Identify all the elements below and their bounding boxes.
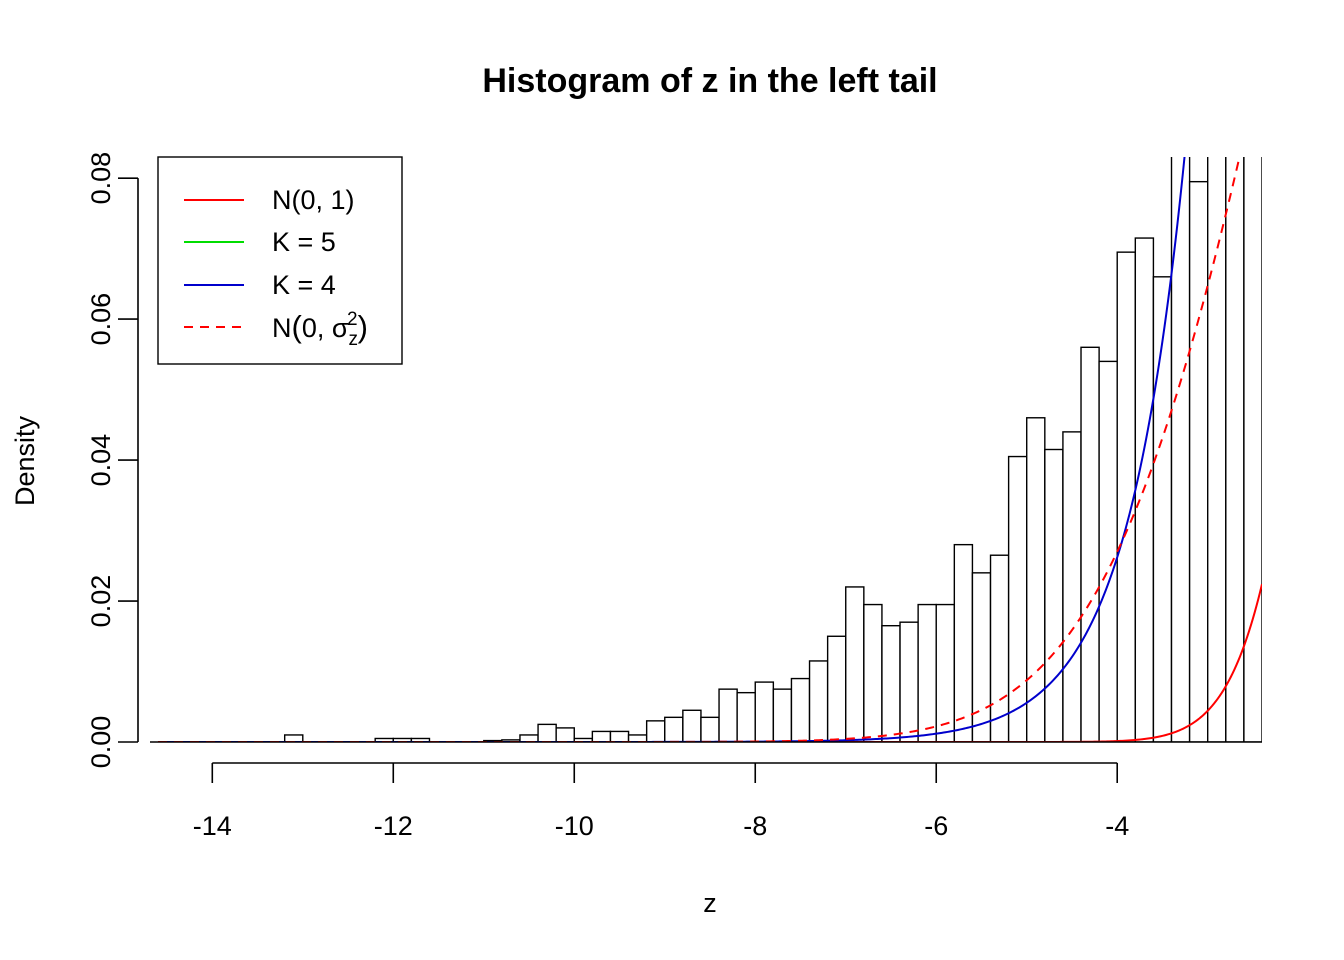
histogram-bar bbox=[917, 603, 937, 742]
x-axis-label: z bbox=[703, 888, 717, 918]
histogram-bar bbox=[845, 586, 865, 742]
histogram-bar bbox=[808, 660, 829, 742]
histogram-bar bbox=[736, 691, 756, 742]
y-tick-label: 0.08 bbox=[86, 152, 116, 205]
chart-title: Histogram of z in the left tail bbox=[482, 62, 937, 100]
x-tick-label: -12 bbox=[374, 811, 413, 841]
x-tick-label: -10 bbox=[555, 811, 594, 841]
histogram-bar bbox=[1170, 157, 1191, 742]
histogram-bar bbox=[971, 572, 992, 742]
y-tick-label: 0.02 bbox=[86, 575, 116, 628]
legend-label-k5: K = 5 bbox=[272, 227, 336, 257]
histogram-bar bbox=[899, 621, 919, 742]
histogram-bar bbox=[519, 734, 539, 742]
legend-box bbox=[157, 156, 403, 365]
histogram-bar bbox=[537, 723, 557, 742]
y-axis-label: Density bbox=[10, 415, 40, 506]
histogram-bar bbox=[1225, 157, 1245, 742]
histogram-bar bbox=[863, 603, 883, 742]
histogram-bar bbox=[283, 734, 304, 742]
histogram-bar bbox=[881, 625, 901, 742]
histogram-bar bbox=[790, 677, 811, 742]
x-tick-label: -14 bbox=[193, 811, 232, 841]
histogram-bar bbox=[1116, 251, 1137, 742]
histogram-bar bbox=[555, 727, 575, 742]
legend: N(0, 1) K = 5 K = 4 N(0, σz2) bbox=[157, 156, 403, 365]
histogram-bar bbox=[1062, 431, 1082, 742]
histogram-bar bbox=[953, 543, 974, 742]
histogram-bar bbox=[645, 720, 666, 742]
x-tick-label: -6 bbox=[924, 811, 948, 841]
histogram-bar bbox=[664, 716, 684, 742]
y-tick-label: 0.04 bbox=[86, 434, 116, 487]
histogram-bar bbox=[772, 688, 793, 742]
histogram-bar bbox=[935, 603, 956, 742]
histogram-bar bbox=[718, 688, 738, 742]
histogram-bars bbox=[283, 157, 1262, 742]
x-tick-label: -4 bbox=[1105, 811, 1129, 841]
axes: -14 -12 -10 -8 -6 -4 0.00 0.02 0.04 0.06 0.08 bbox=[86, 152, 1262, 841]
histogram-bar bbox=[1026, 417, 1046, 742]
histogram-bar bbox=[609, 730, 630, 742]
histogram-bar bbox=[1044, 448, 1064, 742]
y-tick-label: 0.06 bbox=[86, 293, 116, 346]
histogram-bar bbox=[1207, 157, 1227, 742]
histogram-bar bbox=[1080, 346, 1100, 742]
histogram-bar bbox=[754, 681, 775, 742]
legend-label-n01: N(0, 1) bbox=[272, 185, 355, 215]
histogram-bar bbox=[1007, 455, 1028, 742]
histogram-bar bbox=[1188, 180, 1209, 742]
histogram-bar bbox=[682, 709, 702, 742]
histogram-bar bbox=[826, 635, 847, 742]
legend-label-nsigma: N(0, σz2) bbox=[272, 309, 368, 350]
x-tick-label: -8 bbox=[743, 811, 767, 841]
legend-label-k4: K = 4 bbox=[272, 270, 336, 300]
histogram-bar bbox=[591, 730, 612, 742]
histogram-bar bbox=[700, 716, 720, 742]
histogram-bar bbox=[1098, 360, 1118, 742]
y-tick-label: 0.00 bbox=[86, 716, 116, 769]
